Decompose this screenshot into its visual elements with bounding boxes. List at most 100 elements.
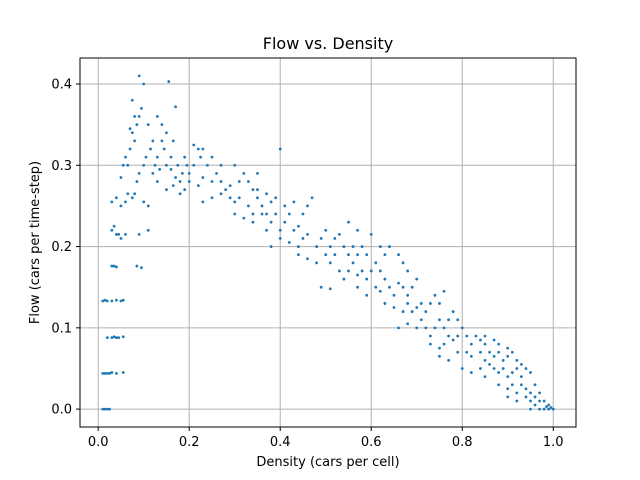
scatter-point — [479, 350, 482, 354]
scatter-point — [306, 257, 309, 261]
scatter-point — [103, 371, 107, 375]
scatter-point — [160, 139, 164, 143]
scatter-point — [183, 188, 187, 192]
scatter-point — [524, 387, 528, 391]
y-tick-label: 0.3 — [51, 159, 72, 174]
scatter-point — [428, 342, 432, 346]
scatter-point — [187, 172, 191, 175]
scatter-point — [506, 375, 510, 379]
scatter-point — [112, 264, 116, 268]
scatter-point — [356, 253, 359, 257]
scatter-point — [506, 387, 510, 391]
scatter-point — [519, 375, 523, 379]
scatter-point — [410, 310, 414, 313]
scatter-point — [155, 115, 159, 118]
x-tick-label: 0.2 — [179, 435, 200, 450]
scatter-point — [151, 139, 155, 143]
scatter-point — [301, 212, 305, 216]
scatter-point — [333, 237, 337, 240]
scatter-point — [397, 281, 400, 285]
scatter-point — [460, 326, 464, 330]
scatter-point — [383, 302, 387, 305]
scatter-point — [378, 289, 382, 293]
scatter-point — [210, 180, 214, 183]
scatter-point — [140, 266, 143, 270]
scatter-point — [283, 220, 287, 224]
scatter-point — [110, 228, 114, 232]
scatter-point — [265, 192, 268, 196]
scatter-point — [105, 299, 109, 303]
chart-title: Flow vs. Density — [263, 34, 393, 53]
scatter-point — [315, 261, 319, 265]
scatter-point — [246, 180, 250, 183]
scatter-point — [529, 407, 532, 411]
x-tick-label: 0.0 — [88, 435, 109, 450]
scatter-point — [392, 306, 396, 309]
scatter-point — [515, 399, 519, 403]
scatter-point — [515, 391, 519, 395]
scatter-point — [542, 407, 546, 411]
scatter-point — [119, 299, 123, 303]
scatter-point — [135, 264, 139, 268]
scatter-point — [515, 358, 519, 362]
scatter-point — [383, 253, 387, 257]
scatter-point — [108, 407, 111, 411]
scatter-point — [119, 204, 123, 208]
scatter-point — [110, 371, 114, 374]
x-axis-label: Density (cars per cell) — [256, 455, 399, 470]
scatter-point — [388, 245, 391, 248]
scatter-point — [192, 163, 196, 167]
scatter-point — [547, 407, 551, 411]
scatter-point — [155, 180, 159, 183]
y-tick-label: 0.4 — [51, 78, 72, 93]
scatter-point — [237, 196, 241, 200]
scatter-point — [347, 253, 350, 257]
scatter-point — [256, 188, 259, 192]
scatter-point — [256, 172, 259, 175]
axis-ticks: 0.0 0.2 0.4 0.6 0.8 1.0 0.0 0.1 0.2 0.3 0.4 — [51, 78, 563, 450]
scatter-point — [201, 176, 205, 179]
scatter-point — [388, 285, 391, 289]
scatter-point — [415, 277, 419, 281]
scatter-point — [115, 336, 118, 339]
scatter-point — [392, 293, 396, 297]
scatter-point — [460, 367, 464, 370]
scatter-point — [112, 224, 116, 228]
scatter-point — [497, 383, 501, 387]
scatter-point — [237, 180, 241, 183]
scatter-point — [110, 299, 114, 303]
scatter-point — [406, 302, 410, 305]
scatter-point — [319, 285, 323, 289]
scatter-point — [438, 354, 441, 358]
scatter-point — [206, 163, 209, 167]
scatter-point — [497, 350, 501, 354]
scatter-point — [319, 237, 323, 240]
scatter-point — [165, 131, 168, 135]
scatter-point — [251, 220, 255, 224]
scatter-point — [497, 342, 501, 346]
scatter-point — [149, 147, 152, 151]
y-tick-label: 0.1 — [51, 321, 72, 336]
scatter-point — [233, 200, 237, 204]
scatter-point — [538, 399, 541, 403]
scatter-point — [419, 302, 423, 305]
y-tick-label: 0.0 — [51, 403, 72, 418]
scatter-point — [174, 176, 177, 179]
scatter-point — [301, 237, 305, 240]
x-tick-label: 0.4 — [270, 435, 291, 450]
scatter-point — [378, 269, 382, 273]
scatter-point — [130, 98, 134, 102]
scatter-point — [110, 264, 114, 268]
y-axis-label: Flow (cars per time-step) — [28, 161, 43, 324]
scatter-point — [137, 172, 141, 175]
scatter-point — [456, 350, 460, 354]
scatter-point — [365, 293, 369, 297]
scatter-point — [210, 155, 214, 159]
scatter-point — [165, 188, 168, 192]
scatter-point — [142, 200, 146, 204]
scatter-point — [447, 334, 450, 338]
scatter-point — [130, 196, 134, 200]
scatter-point — [356, 285, 359, 289]
scatter-point — [265, 228, 268, 232]
